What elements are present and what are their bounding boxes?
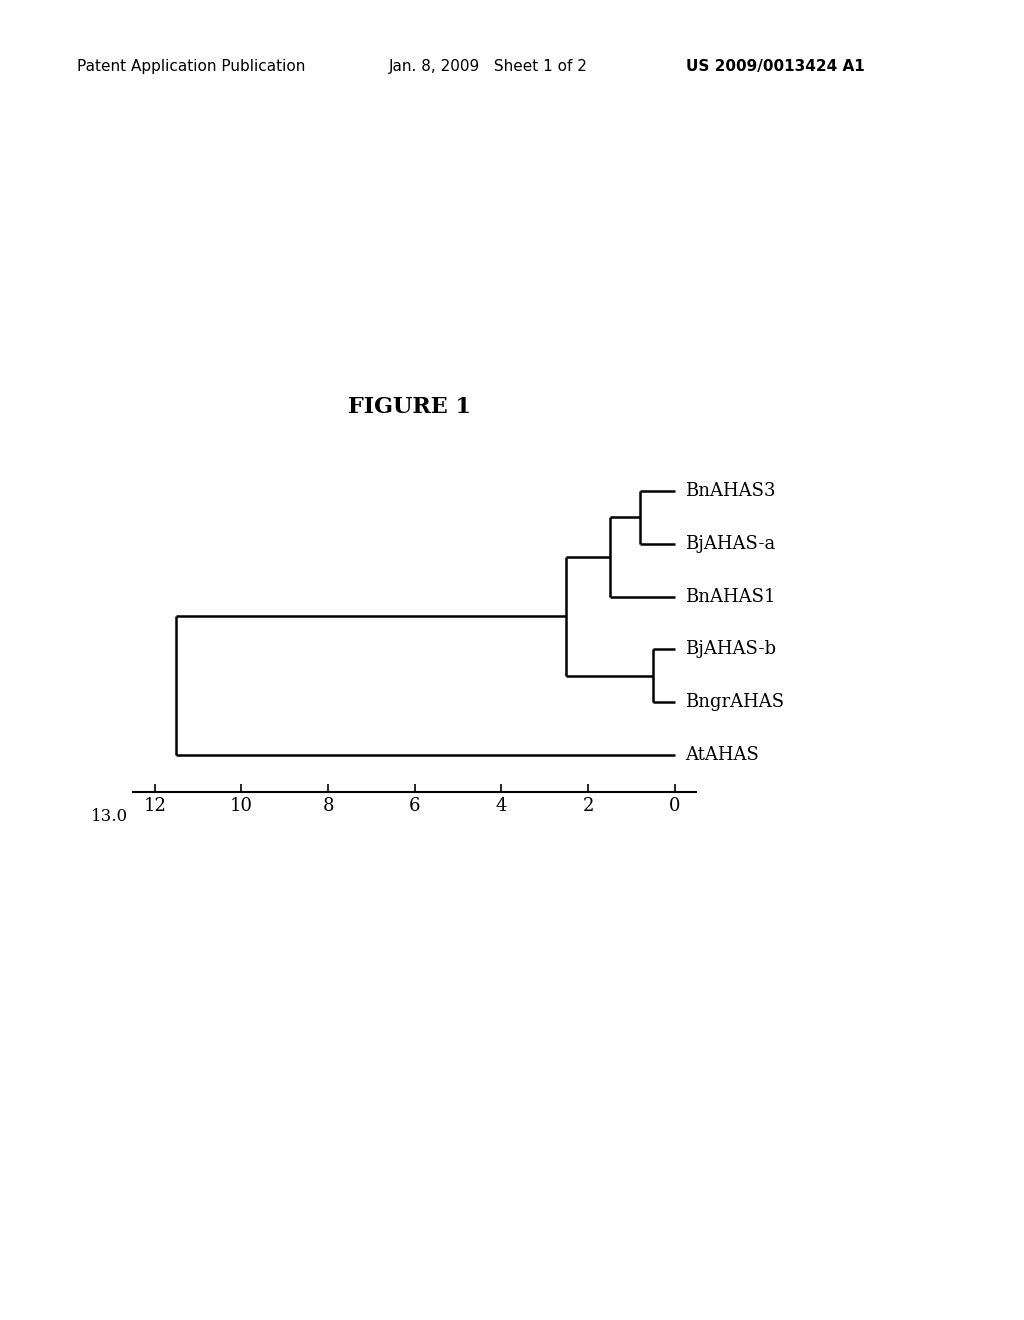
Text: 13.0: 13.0 <box>91 808 128 825</box>
Text: AtAHAS: AtAHAS <box>685 746 760 764</box>
Text: Jan. 8, 2009   Sheet 1 of 2: Jan. 8, 2009 Sheet 1 of 2 <box>389 59 588 74</box>
Text: BngrAHAS: BngrAHAS <box>685 693 784 711</box>
Text: Patent Application Publication: Patent Application Publication <box>77 59 305 74</box>
Text: BjAHAS-b: BjAHAS-b <box>685 640 776 659</box>
Text: FIGURE 1: FIGURE 1 <box>348 396 471 418</box>
Text: BnAHAS1: BnAHAS1 <box>685 587 776 606</box>
Text: BnAHAS3: BnAHAS3 <box>685 482 776 500</box>
Text: BjAHAS-a: BjAHAS-a <box>685 535 776 553</box>
Text: US 2009/0013424 A1: US 2009/0013424 A1 <box>686 59 865 74</box>
